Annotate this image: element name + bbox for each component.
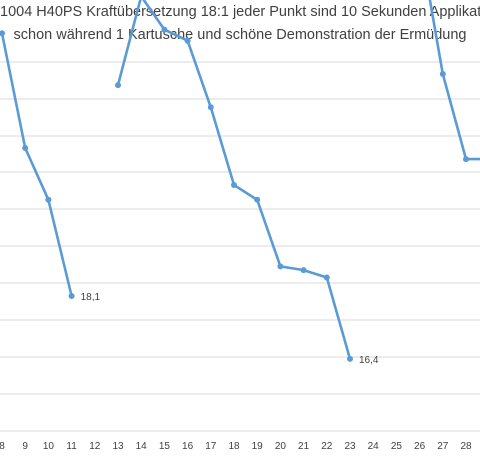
data-label: 18,1 (81, 292, 101, 303)
series-line-segment-2 (116, 0, 352, 361)
x-tick-label: 8 (0, 441, 5, 452)
x-tick-label: 13 (112, 441, 124, 452)
x-tick-label: 14 (136, 441, 148, 452)
data-point (323, 274, 330, 281)
data-point (300, 267, 307, 274)
x-tick-label: 10 (43, 441, 55, 452)
data-point (277, 263, 284, 270)
x-tick-label: 11 (66, 441, 77, 452)
x-tick-label: 16 (182, 441, 194, 452)
x-tick-label: 12 (89, 441, 101, 452)
series-lines (0, 0, 480, 361)
gridlines (0, 61, 480, 432)
x-tick-label: 27 (437, 441, 449, 452)
x-tick-label: 20 (275, 441, 287, 452)
x-tick-label: 25 (391, 441, 403, 452)
x-tick-label: 28 (460, 441, 472, 452)
x-tick-label: 18 (228, 441, 240, 452)
series-line-segment-1 (0, 31, 73, 298)
data-point (161, 26, 168, 33)
x-tick-label: 21 (298, 441, 310, 452)
x-tick-label: 24 (368, 441, 380, 452)
x-tick-label: 19 (252, 441, 264, 452)
data-point (207, 104, 214, 111)
chart-title-line-1: 1004 H40PS Kraftübersetzung 18:1 jeder P… (0, 4, 480, 20)
data-point (45, 196, 52, 203)
x-tick-label: 15 (159, 441, 171, 452)
data-point (347, 355, 353, 362)
data-point (115, 82, 121, 89)
x-axis-ticks: 8 9 10 11 12 13 14 15 16 17 18 19 20 21 22 23 24 25 26 27 28 (0, 441, 472, 452)
data-point (231, 182, 237, 188)
data-points (0, 26, 469, 362)
data-point (22, 145, 29, 151)
x-tick-label: 9 (22, 441, 28, 452)
data-point (439, 71, 446, 77)
x-tick-label: 23 (344, 441, 356, 452)
data-labels: 18,1 16,4 (81, 292, 379, 366)
series-line-segment-3 (428, 0, 480, 161)
data-point (184, 37, 191, 44)
data-point (254, 196, 261, 203)
data-point (463, 156, 469, 163)
data-point (68, 293, 75, 299)
x-tick-label: 17 (205, 441, 217, 452)
data-point (0, 30, 5, 37)
x-tick-label: 22 (321, 441, 333, 452)
chart-title-line-2: schon während 1 Kartusche und schöne Dem… (13, 27, 467, 43)
data-label: 16,4 (359, 355, 379, 366)
x-tick-label: 26 (414, 441, 426, 452)
